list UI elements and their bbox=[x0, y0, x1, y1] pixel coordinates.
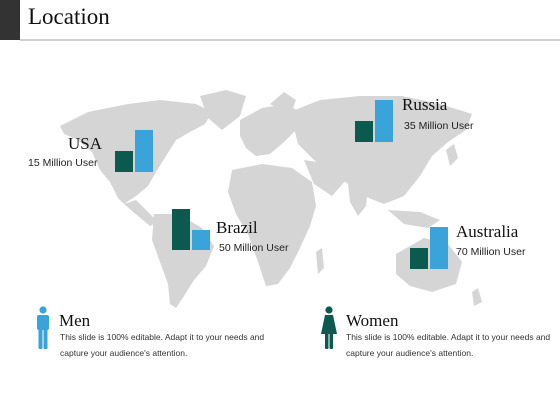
australia-label: Australia bbox=[456, 222, 519, 241]
usa-bar-light bbox=[135, 130, 153, 172]
men-description: This slide is 100% editable. Adapt it to… bbox=[60, 332, 265, 358]
usa-users: 15 Million User bbox=[28, 157, 98, 169]
woman-icon bbox=[321, 306, 337, 349]
title-divider bbox=[20, 39, 560, 41]
brazil-bar-light bbox=[192, 230, 210, 250]
man-icon bbox=[37, 306, 49, 349]
brazil-bar-dark bbox=[172, 209, 190, 250]
usa-bar-dark bbox=[115, 151, 133, 172]
russia-bar-dark bbox=[355, 121, 373, 142]
women-description: This slide is 100% editable. Adapt it to… bbox=[346, 332, 551, 358]
brazil-users: 50 Million User bbox=[219, 242, 289, 254]
russia-users: 35 Million User bbox=[404, 120, 474, 132]
australia-users: 70 Million User bbox=[456, 246, 526, 258]
australia-bar-dark bbox=[410, 248, 428, 269]
women-title: Women bbox=[346, 311, 399, 330]
russia-label: Russia bbox=[402, 95, 448, 114]
brazil-label: Brazil bbox=[216, 218, 258, 237]
russia-bar-light bbox=[375, 100, 393, 142]
australia-bar-light bbox=[430, 227, 448, 269]
slide-title: Location bbox=[28, 4, 110, 29]
men-title: Men bbox=[59, 311, 91, 330]
usa-label: USA bbox=[68, 134, 103, 153]
title-accent-bar bbox=[0, 0, 20, 40]
